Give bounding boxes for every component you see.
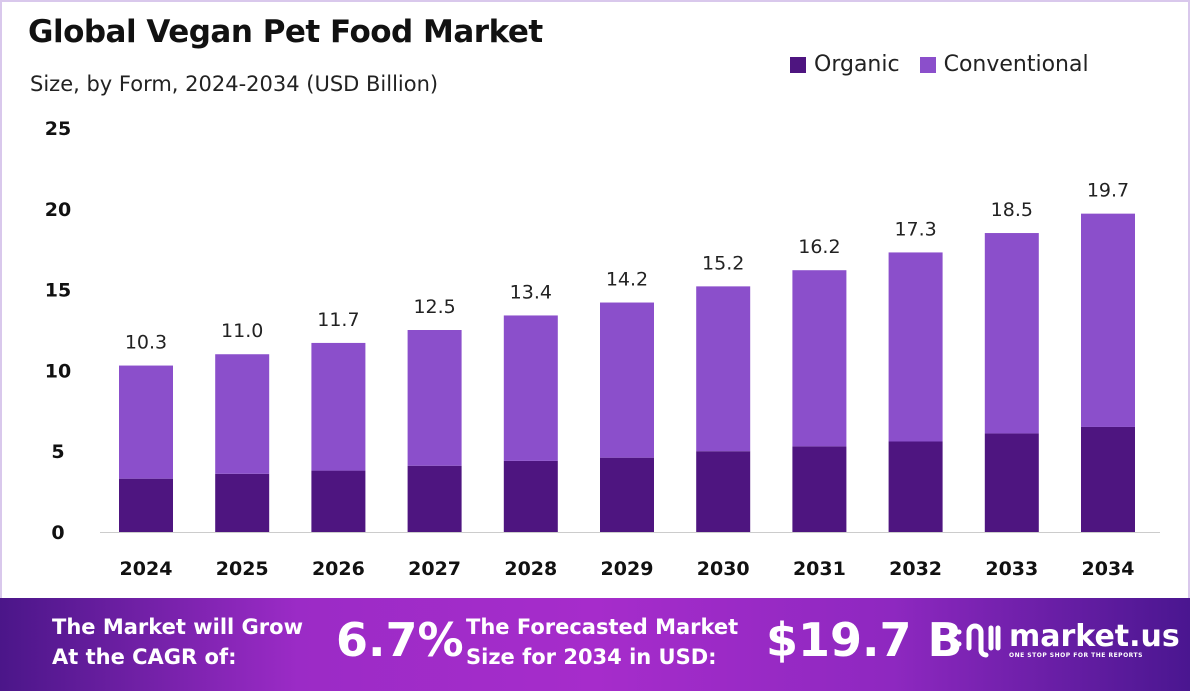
bar-organic [503, 460, 558, 532]
x-tick-label: 2033 [985, 558, 1038, 580]
x-tick-label: 2030 [697, 558, 750, 580]
footer-banner: The Market will Grow At the CAGR of: 6.7… [0, 598, 1190, 691]
legend-swatch-organic [790, 56, 806, 73]
brand-tagline: ONE STOP SHOP FOR THE REPORTS [1009, 651, 1143, 659]
cagr-label: The Market will Grow At the CAGR of: [52, 612, 303, 672]
total-label: 11.0 [221, 320, 263, 342]
x-tick-label: 2028 [504, 558, 557, 580]
bar-conventional [311, 342, 366, 471]
bar-conventional [792, 270, 847, 447]
total-label: 11.7 [317, 309, 359, 331]
y-tick-label: 10 [45, 360, 71, 382]
bar-conventional [215, 354, 270, 474]
bar-conventional [600, 302, 654, 458]
bar-conventional [119, 365, 173, 479]
legend-label: Conventional [943, 52, 1089, 77]
total-label: 14.2 [606, 269, 648, 291]
x-tick-label: 2031 [793, 558, 846, 580]
legend-item-conventional: Conventional [919, 52, 1089, 77]
legend-item-organic: Organic [790, 52, 900, 77]
bar-organic [407, 465, 462, 532]
bar-conventional [1081, 213, 1135, 427]
brand-name: market.us [1009, 618, 1180, 654]
bar-conventional [407, 330, 462, 466]
bar-conventional [503, 315, 558, 461]
bar-chart: 051015202510.3202411.0202511.7202612.520… [45, 118, 1160, 580]
legend: Organic Conventional [790, 52, 1089, 77]
legend-label: Organic [814, 52, 900, 77]
total-label: 18.5 [991, 199, 1033, 221]
market-us-logo-icon [956, 623, 1001, 658]
forecast-label-line2: Size for 2034 in USD: [466, 645, 717, 669]
bar-organic [696, 451, 751, 532]
x-tick-label: 2032 [889, 558, 942, 580]
bar-conventional [696, 286, 751, 452]
total-label: 10.3 [125, 332, 167, 354]
bar-conventional [984, 233, 1039, 434]
y-tick-label: 15 [45, 280, 71, 302]
legend-swatch-conventional [919, 56, 936, 73]
chart-subtitle: Size, by Form, 2024-2034 (USD Billion) [30, 72, 439, 96]
bar-organic [119, 478, 173, 532]
x-tick-label: 2026 [312, 558, 365, 580]
bar-organic [888, 441, 943, 532]
cagr-value: 6.7% [336, 613, 464, 667]
total-label: 12.5 [413, 296, 455, 318]
x-tick-label: 2025 [216, 558, 269, 580]
x-tick-label: 2034 [1082, 558, 1135, 580]
total-label: 17.3 [894, 218, 936, 240]
forecast-value: $19.7 B [766, 613, 963, 667]
bar-organic [1081, 426, 1135, 532]
total-label: 13.4 [510, 281, 552, 303]
bar-conventional [888, 252, 943, 442]
bar-organic [600, 457, 654, 532]
y-tick-label: 5 [51, 441, 64, 463]
bar-organic [984, 433, 1039, 532]
cagr-label-line1: The Market will Grow [52, 615, 303, 639]
brand-logo: market.us ONE STOP SHOP FOR THE REPORTS [955, 620, 1180, 660]
total-label: 16.2 [798, 236, 840, 258]
total-label: 15.2 [702, 252, 744, 274]
chart-frame [0, 0, 1190, 598]
bar-organic [215, 473, 270, 532]
bar-organic [311, 470, 366, 532]
x-tick-label: 2024 [120, 558, 173, 580]
bar-organic [792, 446, 847, 532]
chart-title: Global Vegan Pet Food Market [28, 14, 543, 50]
x-tick-label: 2027 [408, 558, 461, 580]
y-tick-label: 0 [51, 522, 64, 544]
forecast-label: The Forecasted Market Size for 2034 in U… [466, 612, 738, 672]
y-tick-label: 20 [45, 199, 71, 221]
y-tick-label: 25 [45, 118, 71, 140]
forecast-label-line1: The Forecasted Market [466, 615, 739, 639]
total-label: 19.7 [1087, 180, 1129, 202]
x-tick-label: 2029 [601, 558, 654, 580]
cagr-label-line2: At the CAGR of: [52, 645, 237, 669]
